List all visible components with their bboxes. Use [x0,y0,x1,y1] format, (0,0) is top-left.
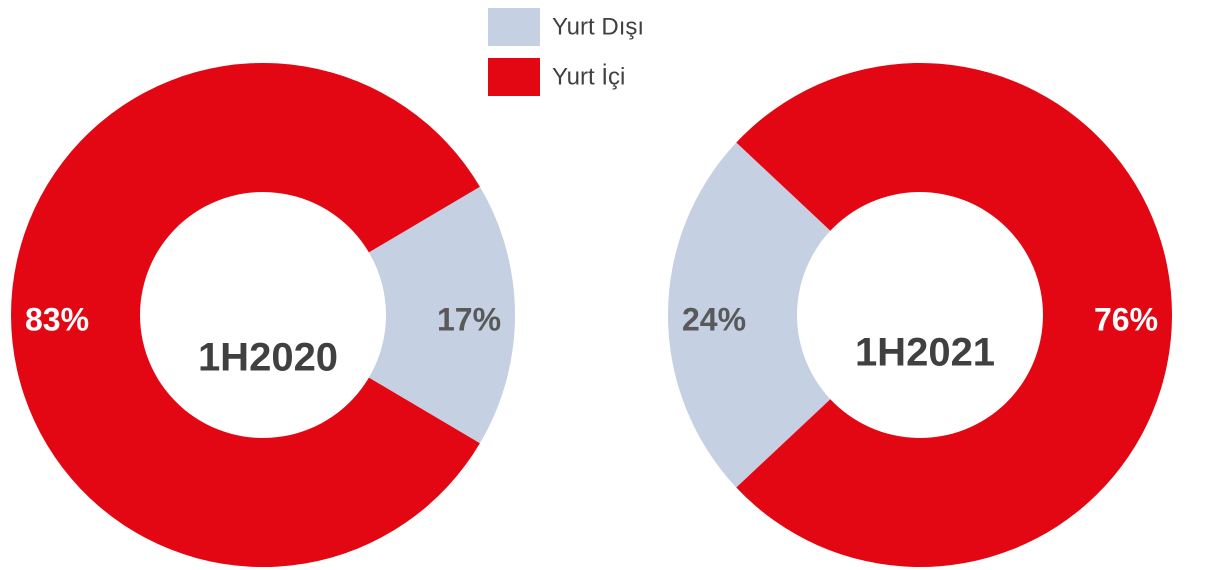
donut-slice [368,186,515,444]
donut-slice [11,63,480,567]
donut-slice [668,142,831,488]
chart-title: 1H2020 [198,336,338,380]
chart-title: 1H2021 [855,331,995,375]
legend-swatch [488,58,540,96]
donut-slice [736,63,1172,568]
value-label: 24% [682,301,746,337]
value-label: 76% [1094,301,1158,337]
legend-swatch [488,8,540,46]
legend-label: Yurt İçi [552,63,625,90]
value-label: 17% [437,301,501,337]
legend-label: Yurt Dışı [552,13,644,40]
value-label: 83% [25,301,89,337]
